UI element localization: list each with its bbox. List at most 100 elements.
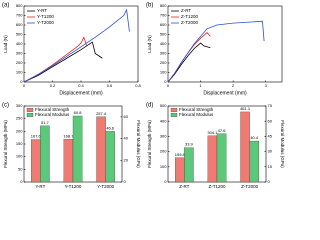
y2-tick-label: 40: [124, 136, 129, 141]
y-tick-label: 250: [16, 116, 23, 121]
bar: [175, 157, 185, 183]
load-curve: [23, 41, 103, 83]
legend-label: Y-T1200: [37, 14, 54, 19]
y-tick-label: 500: [160, 103, 167, 108]
y2-tick-label: 45: [268, 133, 273, 138]
bar: [184, 147, 194, 183]
x-axis-label: Displacement (mm): [59, 90, 103, 96]
y-axis-label: Load (N): [3, 35, 8, 53]
x-tick-label: 0.4: [78, 83, 84, 88]
bar: [249, 140, 259, 183]
y-tick-label: 200: [16, 60, 23, 65]
bar: [105, 131, 115, 183]
value-label: 47.6: [218, 128, 227, 133]
x-tick-label: 0.6: [107, 83, 113, 88]
value-label: 167.6: [31, 134, 42, 139]
y-tick-label: 0: [20, 179, 23, 184]
panel-label: (a): [2, 3, 9, 9]
load-curve: [23, 8, 130, 83]
legend-swatch: [26, 113, 34, 117]
x-tick-label: 0.8: [135, 83, 141, 88]
x-tick-label: Z-T2000: [241, 184, 259, 189]
x-tick-label: Y-RT: [35, 184, 45, 189]
y-tick-label: 100: [16, 70, 23, 75]
y-axis-label: Flexural Strength (MPa): [147, 120, 152, 168]
y-tick-label: 200: [16, 128, 23, 133]
value-label: 159.8: [175, 152, 186, 157]
load-curve: [23, 36, 88, 83]
legend-label: Y-T2000: [37, 20, 54, 25]
y-tick-label: 500: [160, 32, 167, 37]
y2-tick-label: 15: [268, 164, 273, 169]
y-tick-label: 400: [160, 118, 167, 123]
y-tick-label: 200: [160, 149, 167, 154]
bar: [63, 139, 74, 183]
y2-tick-label: 0: [124, 179, 127, 184]
legend-swatch: [26, 108, 34, 112]
y-tick-label: 0: [164, 179, 167, 184]
y-tick-label: 400: [16, 41, 23, 46]
legend-label: Flexural Strength: [35, 107, 70, 112]
y2-tick-label: 60: [124, 114, 129, 119]
panel-label: (d): [146, 103, 153, 109]
y-tick-label: 600: [160, 22, 167, 27]
x-tick-label: 2: [232, 83, 235, 88]
x-tick-label: 3: [265, 83, 268, 88]
legend-label: Z-T1200: [181, 14, 199, 19]
legend-label: Y-RT: [37, 8, 47, 13]
y-tick-label: 0: [20, 79, 23, 84]
value-label: 304.1: [207, 130, 218, 135]
legend-label: Z-T2000: [181, 20, 199, 25]
x-tick-label: 0: [167, 83, 170, 88]
bar: [240, 111, 250, 183]
legend-label: Flexural Modulus: [179, 112, 214, 117]
y-tick-label: 100: [160, 70, 167, 75]
y-tick-label: 700: [160, 13, 167, 18]
value-label: 51.7: [41, 120, 50, 125]
y-tick-label: 100: [160, 164, 167, 169]
y-tick-label: 0: [164, 79, 167, 84]
y-tick-label: 200: [160, 60, 167, 65]
bar: [207, 135, 218, 183]
load-curve: [167, 20, 265, 83]
value-label: 168.7: [63, 133, 74, 138]
x-tick-label: Z-T1200: [208, 184, 226, 189]
panel-label: (c): [2, 103, 9, 109]
y-tick-label: 800: [16, 3, 23, 8]
y-tick-label: 600: [16, 22, 23, 27]
bar: [31, 139, 41, 183]
value-label: 461.1: [240, 106, 251, 111]
x-tick-label: Y-T1200: [65, 184, 82, 189]
panel-label: (b): [146, 3, 153, 9]
legend-label: Z-RT: [181, 8, 191, 13]
legend-label: Flexural Strength: [179, 107, 214, 112]
y2-axis-label: Flexural Modulus (GPa): [280, 120, 285, 168]
x-tick-label: Y-T2000: [97, 184, 114, 189]
value-label: 40.4: [250, 135, 259, 140]
y-tick-label: 300: [16, 103, 23, 108]
bar: [72, 115, 83, 183]
bar: [96, 116, 106, 183]
y-tick-label: 150: [16, 141, 23, 146]
legend-swatch: [170, 108, 178, 112]
x-axis-label: Displacement (mm): [203, 90, 247, 96]
y2-tick-label: 20: [124, 157, 129, 162]
x-tick-label: 0: [23, 83, 26, 88]
y2-tick-label: 60: [268, 118, 273, 123]
y-tick-label: 700: [16, 13, 23, 18]
y-tick-label: 300: [16, 51, 23, 56]
y2-tick-label: 0: [268, 179, 271, 184]
load-curve: [167, 42, 211, 83]
bar: [216, 133, 227, 183]
x-tick-label: Z-RT: [179, 184, 189, 189]
y2-axis-label: Flexural Modulus (GPa): [136, 120, 141, 168]
value-label: 33.9: [185, 142, 194, 147]
legend-label: Flexural Modulus: [35, 112, 70, 117]
value-label: 60.8: [74, 110, 83, 115]
x-tick-label: 0.2: [50, 83, 56, 88]
y-tick-label: 800: [160, 3, 167, 8]
y2-tick-label: 30: [268, 149, 273, 154]
x-tick-label: 1: [199, 83, 202, 88]
y-axis-label: Flexural Strength (MPa): [3, 120, 8, 168]
